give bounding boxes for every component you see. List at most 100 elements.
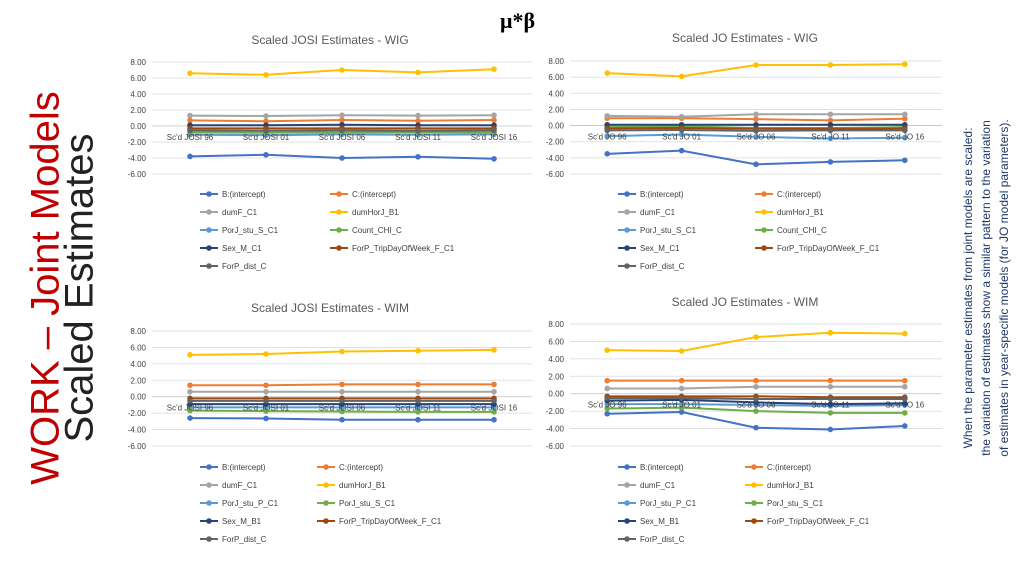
data-point <box>491 409 497 415</box>
data-point <box>491 398 497 404</box>
data-point <box>753 377 759 384</box>
data-point <box>902 330 908 337</box>
data-point <box>753 424 759 431</box>
x-tick-label: Sc'd JO 96 <box>588 401 627 410</box>
side-note: When the parameter estimates from joint … <box>946 0 1024 576</box>
data-point <box>753 121 759 128</box>
legend-entry: dumHorJ_B1 <box>339 481 386 490</box>
data-point <box>187 117 193 124</box>
data-point <box>415 128 421 134</box>
data-point <box>678 409 685 415</box>
data-point <box>902 111 908 118</box>
data-point <box>604 347 610 353</box>
data-point <box>187 127 193 134</box>
data-point <box>753 111 759 118</box>
data-point <box>339 348 345 355</box>
data-point <box>753 128 759 134</box>
data-point <box>491 416 497 423</box>
data-point <box>339 67 345 73</box>
chart-josi-wig: Scaled JOSI Estimates - WIG 8.00 6.00 4.00 2… <box>112 28 542 278</box>
data-point <box>263 72 269 78</box>
legend-entry: dumF_C1 <box>222 481 258 490</box>
y-tick-label: 0.00 <box>548 390 564 399</box>
x-tick-label: Sc'd JO 16 <box>885 133 924 142</box>
legend-swatch-marker <box>323 482 329 488</box>
legend-swatch-marker <box>206 464 212 470</box>
data-point <box>263 152 269 158</box>
chart-josi-wim-svg: Scaled JOSI Estimates - WIM 8.00 6.00 4.00 2… <box>128 301 532 544</box>
data-point <box>902 377 908 384</box>
data-point <box>604 70 610 76</box>
data-point <box>491 117 497 123</box>
data-point <box>827 396 834 402</box>
x-tick-label: Sc'd JOSI 16 <box>471 133 518 142</box>
legend-entry: dumHorJ_B1 <box>352 208 399 217</box>
x-tick-label: Sc'd JOSI 06 <box>319 133 366 142</box>
data-point <box>753 383 759 390</box>
data-point <box>491 66 497 72</box>
y-tick-label: 4.00 <box>130 90 146 99</box>
data-point <box>827 410 834 416</box>
legend-swatch-marker <box>323 464 329 470</box>
data-point <box>415 388 421 395</box>
data-point <box>491 156 497 162</box>
data-point <box>415 416 421 423</box>
legend-swatch-marker <box>624 263 630 269</box>
data-point <box>678 385 685 392</box>
legend-entry: ForP_dist_C <box>640 262 685 271</box>
note-line-1: When the parameter estimates from joint … <box>961 127 975 449</box>
data-point <box>827 62 834 68</box>
legend-swatch-marker <box>206 209 212 215</box>
y-tick-label: 4.00 <box>130 360 146 369</box>
x-tick-label: Sc'd JOSI 96 <box>167 404 214 413</box>
legend-entry: dumF_C1 <box>222 208 258 217</box>
data-point <box>339 398 345 404</box>
data-point <box>827 159 834 165</box>
y-tick-label: 0.00 <box>130 393 146 402</box>
legend-entry: dumHorJ_B1 <box>767 481 814 490</box>
data-point <box>187 398 193 404</box>
legend-swatch-marker <box>761 227 767 233</box>
y-tick-label: -2.00 <box>128 138 147 147</box>
legend-entry: dumF_C1 <box>640 208 676 217</box>
data-point <box>902 157 908 164</box>
y-tick-label: -4.00 <box>546 425 565 434</box>
legend-entry: Sex_M_C1 <box>640 244 680 253</box>
data-point <box>415 118 421 124</box>
data-point <box>263 351 269 357</box>
y-tick-label: 8.00 <box>548 57 564 66</box>
legend-swatch-marker <box>624 536 630 542</box>
legend-swatch-marker <box>206 536 212 542</box>
legend-entry: ForP_TripDayOfWeek_F_C1 <box>352 244 455 253</box>
y-tick-label: 0.00 <box>548 122 564 131</box>
data-point <box>678 113 685 120</box>
legend-swatch-marker <box>624 191 630 197</box>
data-point <box>339 388 345 395</box>
legend-entry: C:(intercept) <box>339 463 383 472</box>
chart-title: Scaled JOSI Estimates - WIM <box>251 301 409 315</box>
y-tick-label: 6.00 <box>548 73 564 82</box>
x-tick-label: Sc'd JO 06 <box>737 133 776 142</box>
y-tick-label: 2.00 <box>548 372 564 381</box>
data-point <box>339 155 345 161</box>
data-point <box>263 408 269 414</box>
x-tick-label: Sc'd JOSI 01 <box>243 404 290 413</box>
legend-entry: PorJ_stu_S_C1 <box>640 226 697 235</box>
chart-jo-wig-svg: Scaled JO Estimates - WIG 8.00 6.00 4.00 2.0… <box>546 31 942 271</box>
data-point <box>902 383 908 390</box>
slide-header: μ*β <box>500 8 536 33</box>
legend-swatch-marker <box>206 245 212 251</box>
legend-swatch-marker <box>624 227 630 233</box>
data-point <box>902 423 908 429</box>
legend-entry: C:(intercept) <box>352 190 396 199</box>
data-point <box>339 127 345 134</box>
x-tick-label: Sc'd JOSI 11 <box>395 133 441 142</box>
y-tick-label: 4.00 <box>548 89 564 98</box>
legend-entry: ForP_dist_C <box>222 262 267 271</box>
data-point <box>187 415 193 421</box>
note-line-2: the variation of estimates show a simila… <box>979 120 993 456</box>
x-tick-label: Sc'd JOSI 16 <box>471 404 518 413</box>
legend-entry: PorJ_stu_P_C1 <box>640 499 697 508</box>
data-point <box>415 154 421 160</box>
y-tick-label: -4.00 <box>128 154 147 163</box>
